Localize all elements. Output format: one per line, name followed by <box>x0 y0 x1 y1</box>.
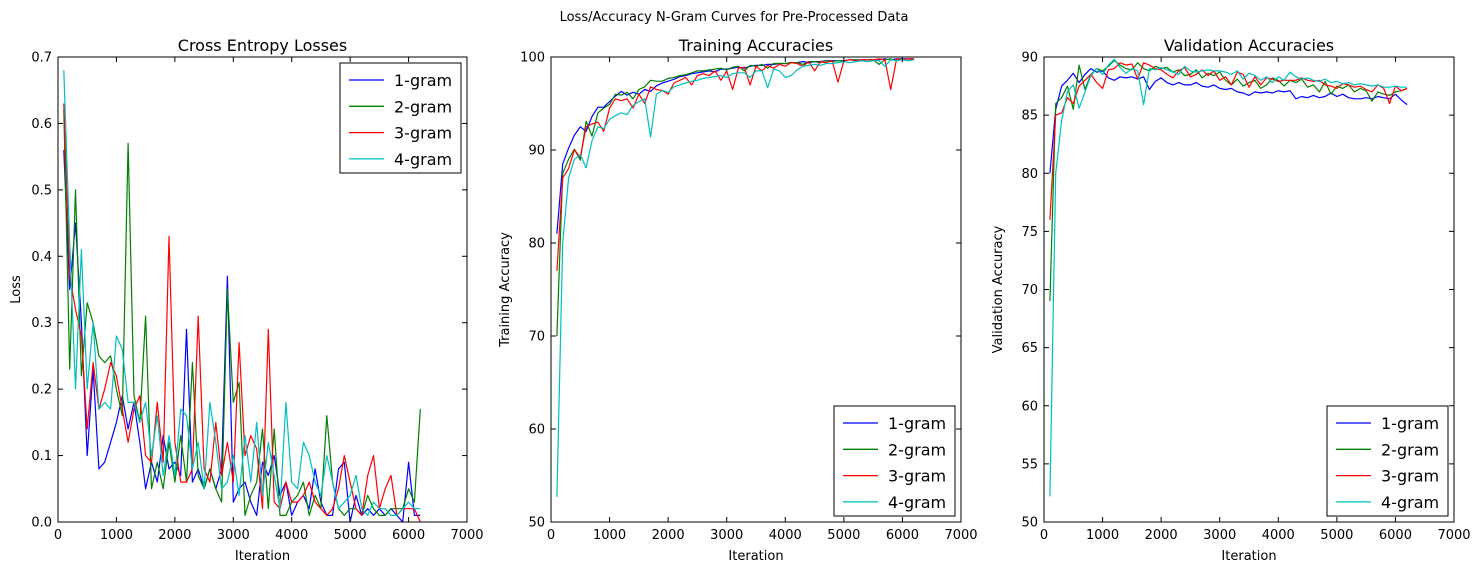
x-tick-label: 0 <box>54 528 62 543</box>
y-tick-label: 0.2 <box>31 383 52 398</box>
y-tick-label: 80 <box>528 237 545 252</box>
legend-label-2-gram: 2-gram <box>888 440 946 459</box>
legend-box <box>339 62 462 174</box>
y-tick-label: 70 <box>528 330 545 345</box>
x-tick-label: 3000 <box>710 528 743 543</box>
subplot-3: 0 1000 2000 3000 4000 5000 6000 7000 50 55 60 65 70 7… <box>991 36 1471 564</box>
y-tick-label: 50 <box>528 516 545 531</box>
series-line-2-gram <box>556 58 915 337</box>
series-line-3-gram <box>1049 62 1408 220</box>
y-axis-label: Loss <box>9 275 24 304</box>
series-line-4-gram <box>63 70 421 517</box>
y-tick-label: 0.7 <box>31 51 52 66</box>
x-tick-label: 4000 <box>275 528 308 543</box>
legend-label-4-gram: 4-gram <box>394 150 452 169</box>
y-tick-label: 90 <box>528 144 545 159</box>
x-tick-label: 5000 <box>1320 528 1353 543</box>
subplot-2: 0 1000 2000 3000 4000 5000 6000 7000 50 60 70 80 90 1… <box>498 36 978 564</box>
series-line-1-gram <box>63 149 421 522</box>
x-tick-label: 6000 <box>1379 528 1412 543</box>
y-tick-label: 0.5 <box>31 183 52 198</box>
x-tick-label: 7000 <box>450 528 483 543</box>
x-tick-label: 7000 <box>1437 528 1470 543</box>
y-axis-label: Validation Accuracy <box>991 225 1006 353</box>
x-axis-label: Iteration <box>1221 549 1276 564</box>
y-tick-label: 75 <box>1021 225 1038 240</box>
series-line-2-gram <box>1049 59 1408 302</box>
y-tick-label: 90 <box>1021 51 1038 66</box>
y-axis-label: Training Accuracy <box>498 232 513 348</box>
y-tick-label: 0.1 <box>31 449 52 464</box>
series-group <box>63 70 421 522</box>
figure-suptitle: Loss/Accuracy N-Gram Curves for Pre-Proc… <box>560 10 909 25</box>
y-tick-label: 65 <box>1021 341 1038 356</box>
x-tick-label: 4000 <box>769 528 802 543</box>
y-tick-label: 85 <box>1021 109 1038 124</box>
y-tick-label: 0.4 <box>31 250 52 265</box>
y-tick-label: 0.6 <box>31 117 52 132</box>
y-tick-label: 50 <box>1021 516 1038 531</box>
x-tick-label: 4000 <box>1262 528 1295 543</box>
x-tick-label: 1000 <box>1086 528 1119 543</box>
subplot-title: Validation Accuracies <box>1164 36 1334 55</box>
y-tick-label: 0.0 <box>31 516 52 531</box>
y-tick-label: 55 <box>1021 457 1038 472</box>
legend-label-2-gram: 2-gram <box>1381 440 1439 459</box>
series-group <box>556 58 915 497</box>
subplot-1: 0 1000 2000 3000 4000 5000 6000 7000 0.0 0.1 0.2 0.… <box>9 36 484 564</box>
series-group <box>1049 58 1408 497</box>
legend-label-3-gram: 3-gram <box>1381 467 1439 486</box>
x-tick-label: 2000 <box>1145 528 1178 543</box>
y-tick-label: 60 <box>1021 399 1038 414</box>
legend-label-3-gram: 3-gram <box>888 467 946 486</box>
x-tick-label: 3000 <box>217 528 250 543</box>
y-tick-label: 0.3 <box>31 316 52 331</box>
series-line-1-gram <box>1049 67 1408 174</box>
x-tick-label: 6000 <box>392 528 425 543</box>
subplot-title: Cross Entropy Losses <box>178 36 347 55</box>
y-tick-label: 100 <box>520 51 545 66</box>
legend: 1-gram 2-gram 3-gram 4-gram <box>1326 405 1449 517</box>
legend-label-1-gram: 1-gram <box>888 414 946 433</box>
legend-label-1-gram: 1-gram <box>1381 414 1439 433</box>
series-line-3-gram <box>63 103 421 522</box>
x-axis-label: Iteration <box>235 549 290 564</box>
y-tick-label: 70 <box>1021 283 1038 298</box>
subplot-title: Training Accuracies <box>678 36 833 55</box>
x-axis-label: Iteration <box>728 549 783 564</box>
series-line-4-gram <box>1049 58 1408 497</box>
series-line-3-gram <box>556 58 915 271</box>
legend-label-4-gram: 4-gram <box>1381 493 1439 512</box>
series-line-4-gram <box>556 59 915 497</box>
axes-frame <box>57 56 468 523</box>
y-tick-label: 80 <box>1021 167 1038 182</box>
legend: 1-gram 2-gram 3-gram 4-gram <box>339 62 462 174</box>
panels: 0 1000 2000 3000 4000 5000 6000 70000.00.10.20.… <box>9 36 1471 564</box>
x-tick-label: 5000 <box>334 528 367 543</box>
y-tick-label: 60 <box>528 423 545 438</box>
x-tick-label: 2000 <box>652 528 685 543</box>
legend-label-4-gram: 4-gram <box>888 493 946 512</box>
legend-box <box>833 405 956 517</box>
legend: 1-gram 2-gram 3-gram 4-gram <box>833 405 956 517</box>
axes-frame <box>550 56 962 523</box>
legend-label-3-gram: 3-gram <box>394 124 452 143</box>
legend-label-1-gram: 1-gram <box>394 71 452 90</box>
legend-label-2-gram: 2-gram <box>394 97 452 116</box>
x-tick-label: 6000 <box>886 528 919 543</box>
x-tick-label: 0 <box>1040 528 1048 543</box>
legend-box <box>1326 405 1449 517</box>
x-tick-label: 0 <box>547 528 555 543</box>
x-tick-label: 3000 <box>1203 528 1236 543</box>
x-tick-label: 5000 <box>827 528 860 543</box>
x-tick-label: 7000 <box>944 528 977 543</box>
x-tick-label: 1000 <box>593 528 626 543</box>
x-tick-label: 2000 <box>158 528 191 543</box>
x-tick-label: 1000 <box>100 528 133 543</box>
